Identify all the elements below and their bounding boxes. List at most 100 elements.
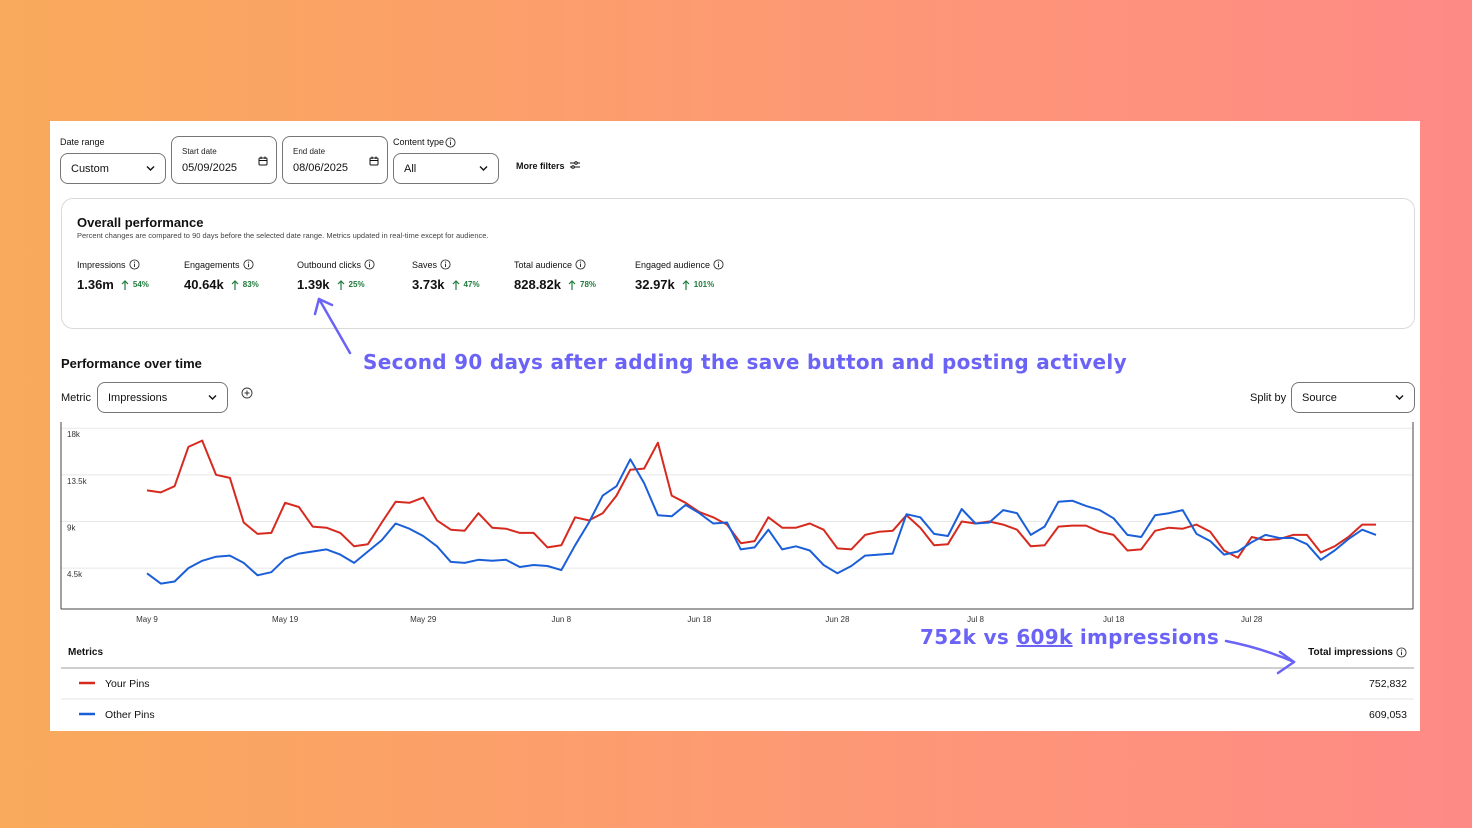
dropdown-value: All <box>404 163 417 175</box>
annotation-text: impressions <box>1079 625 1220 649</box>
content-type-dropdown[interactable]: All <box>393 153 499 184</box>
table-header: Metrics <box>68 647 104 658</box>
metric-value-row: 828.82k 78% <box>514 277 596 292</box>
panel <box>50 121 1420 731</box>
metric-value: 828.82k <box>514 277 561 292</box>
metric-label: Outbound clicks <box>297 259 375 270</box>
up-arrow-icon <box>337 279 344 290</box>
info-icon[interactable] <box>575 259 586 270</box>
up-arrow-icon <box>682 279 690 290</box>
input-label: Start date <box>182 147 217 156</box>
filter-icon <box>570 161 581 169</box>
button-text: More filters <box>516 161 565 171</box>
info-icon[interactable] <box>440 259 451 270</box>
card-title: Overall performance <box>77 215 204 230</box>
metric-value: 40.64k <box>184 277 224 292</box>
metric-label: Metric <box>61 392 91 404</box>
metric-value-row: 3.73k 47% <box>412 277 480 292</box>
input-label: End date <box>293 147 326 156</box>
metric-label: Impressions <box>77 259 149 270</box>
info-icon[interactable] <box>242 259 254 270</box>
up-arrow-icon <box>568 279 576 290</box>
card-subtitle: Percent changes are compared to 90 days … <box>77 231 489 240</box>
metric: Engaged audience 32.97k 101% <box>635 259 724 292</box>
up-arrow-icon <box>121 279 129 290</box>
metric-dropdown[interactable]: Impressions <box>97 382 228 413</box>
x-tick-label: Jul 28 <box>1241 615 1263 624</box>
metric-name: Impressions <box>77 259 126 270</box>
y-tick-label: 4.5k <box>67 570 83 579</box>
metric-change: 83% <box>242 280 259 289</box>
metric-name: Outbound clicks <box>297 259 362 270</box>
metric-value: 3.73k <box>412 277 445 292</box>
info-icon[interactable] <box>364 259 375 270</box>
annotation: 752k vs 609k impressions <box>920 625 1219 649</box>
annotation-arrow <box>1224 639 1296 675</box>
add-metric-icon[interactable] <box>241 387 253 399</box>
split-dropdown[interactable]: Source <box>1291 382 1415 413</box>
metric-value: 32.97k <box>635 277 675 292</box>
up-arrow-icon <box>231 279 239 290</box>
split-label: Split by <box>1250 392 1287 404</box>
x-tick-label: May 19 <box>272 615 299 624</box>
dropdown-value: Impressions <box>108 392 168 404</box>
metric-name: Saves <box>412 259 438 270</box>
x-tick-label: Jun 8 <box>551 615 571 624</box>
annotation-arrow <box>313 297 352 355</box>
info-icon[interactable] <box>128 259 140 270</box>
x-tick-label: Jul 18 <box>1103 615 1125 624</box>
metric-label: Engagements <box>184 259 259 270</box>
y-tick-label: 13.5k <box>67 477 88 486</box>
metric-value: 1.36m <box>77 277 114 292</box>
x-tick-label: Jun 18 <box>687 615 712 624</box>
metric-label: Saves <box>412 259 480 270</box>
metric-change: 25% <box>348 280 365 289</box>
info-icon[interactable] <box>713 259 724 270</box>
row-total: 752,832 <box>1369 678 1407 690</box>
calendar-icon <box>369 156 379 166</box>
metric: Saves 3.73k 47% <box>412 259 480 292</box>
metric-value: 1.39k <box>297 277 330 292</box>
series-line <box>146 458 1377 585</box>
y-tick-label: 9k <box>67 523 76 532</box>
metric-name: Total audience <box>514 259 573 270</box>
input-value: 08/06/2025 <box>293 162 349 174</box>
metric-value-row: 40.64k 83% <box>184 277 259 292</box>
metric: Engagements 40.64k 83% <box>184 259 259 292</box>
metric-label: Engaged audience <box>635 259 724 270</box>
x-tick-label: Jun 28 <box>825 615 850 624</box>
end-date-input[interactable]: End date 08/06/2025 <box>282 136 388 184</box>
metric: Impressions 1.36m 54% <box>77 259 149 292</box>
x-tick-label: May 9 <box>136 615 158 624</box>
legend-label: Other Pins <box>105 709 155 721</box>
metric-name: Engaged audience <box>635 259 711 270</box>
x-tick-label: Jul 8 <box>967 615 984 624</box>
more-filters-button[interactable]: More filters <box>516 161 581 171</box>
table-header: Total impressions <box>1308 647 1393 658</box>
dropdown-value: Source <box>1302 392 1337 404</box>
metric-change: 78% <box>580 280 597 289</box>
metric-change: 54% <box>132 280 149 289</box>
filter-label: Content type <box>393 137 445 147</box>
metric-name: Engagements <box>184 259 240 270</box>
info-icon[interactable] <box>1396 647 1407 658</box>
info-icon[interactable] <box>445 137 456 148</box>
date-range-dropdown[interactable]: Custom <box>60 153 166 184</box>
dropdown-value: Custom <box>71 163 109 175</box>
annotation-text: 752k vs <box>920 625 1010 649</box>
chevron-icon <box>1395 395 1404 400</box>
metric-value-row: 1.36m 54% <box>77 277 149 292</box>
x-tick-label: May 29 <box>410 615 437 624</box>
input-value: 05/09/2025 <box>182 162 238 174</box>
annotation: Second 90 days after adding the save but… <box>363 350 1127 374</box>
metric-change: 47% <box>463 280 480 289</box>
chevron-icon <box>146 166 155 171</box>
metric-value-row: 32.97k 101% <box>635 277 724 292</box>
start-date-input[interactable]: Start date 05/09/2025 <box>171 136 277 184</box>
y-tick-label: 18k <box>67 430 81 439</box>
metric: Total audience 828.82k 78% <box>514 259 596 292</box>
chevron-icon <box>208 395 217 400</box>
overall-card: Overall performance Percent changes are … <box>61 198 1415 329</box>
